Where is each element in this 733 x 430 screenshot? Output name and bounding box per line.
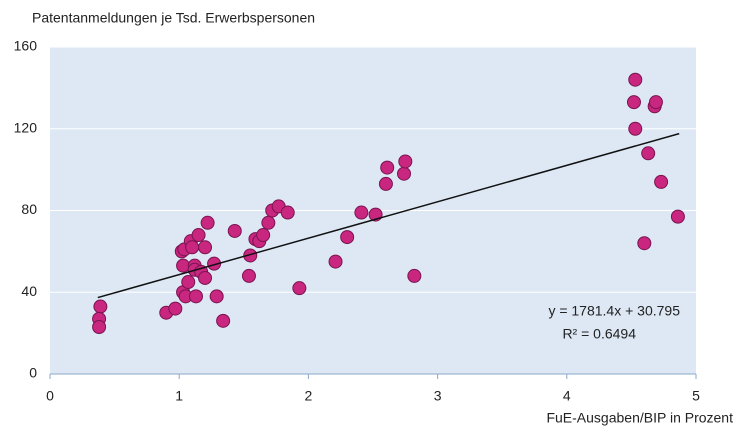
y-tick-label: 120 [14, 119, 38, 135]
point [176, 258, 191, 273]
y-axis-title: Patentanmeldungen je Tsd. Erwerbspersone… [32, 10, 315, 26]
trendline [97, 132, 680, 299]
point [198, 240, 213, 255]
point [398, 154, 413, 169]
point [241, 268, 256, 283]
point [280, 205, 295, 220]
point [256, 228, 271, 243]
point [181, 275, 196, 290]
point [198, 270, 213, 285]
y-tick-label: 40 [21, 283, 37, 299]
x-tick-label: 4 [563, 388, 571, 404]
point [380, 160, 395, 175]
x-tick-label: 0 [46, 388, 54, 404]
point [626, 95, 641, 110]
y-tick-label: 160 [14, 38, 38, 54]
point [292, 281, 307, 296]
point [654, 174, 669, 189]
point [648, 95, 663, 110]
point [354, 205, 369, 220]
point [188, 289, 203, 304]
x-tick-label: 3 [434, 388, 442, 404]
point [628, 121, 643, 136]
point [641, 146, 656, 161]
point [168, 301, 183, 316]
y-tick-label: 0 [29, 365, 37, 381]
x-tick-label: 5 [692, 388, 700, 404]
point [227, 223, 242, 238]
point [243, 248, 258, 263]
x-axis-title: FuE-Ausgaben/BIP in Prozent [546, 410, 733, 426]
point [209, 289, 224, 304]
point [216, 313, 231, 328]
y-tick-label: 80 [21, 201, 37, 217]
point [92, 319, 107, 334]
point [93, 299, 108, 314]
point [191, 228, 206, 243]
point [637, 236, 652, 251]
point [200, 215, 215, 230]
point [378, 176, 393, 191]
r-squared: R² = 0.6494 [562, 326, 636, 342]
point [185, 240, 200, 255]
point [407, 268, 422, 283]
point [340, 230, 355, 245]
point [628, 72, 643, 87]
point [397, 166, 412, 181]
equation: y = 1781.4x + 30.795 [548, 303, 680, 319]
point [328, 254, 343, 269]
x-tick-label: 2 [305, 388, 313, 404]
point [670, 209, 685, 224]
point [261, 215, 276, 230]
x-tick-label: 1 [175, 388, 183, 404]
